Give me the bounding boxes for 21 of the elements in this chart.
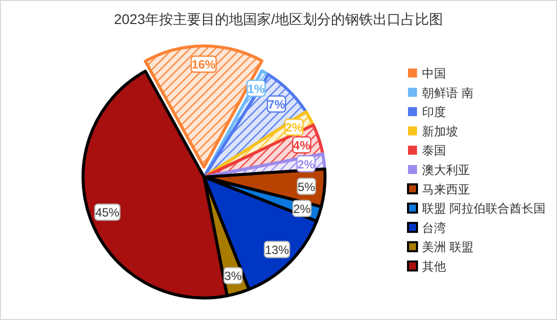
legend-label: 台湾: [422, 220, 446, 235]
data-label: 16%: [192, 58, 216, 72]
legend-label: 朝鲜语 南: [422, 86, 474, 100]
data-label: 7%: [268, 98, 286, 112]
legend-label: 印度: [422, 105, 446, 120]
data-label: 3%: [224, 269, 242, 284]
data-label: 45%: [95, 206, 120, 220]
data-label: 2%: [297, 157, 315, 172]
legend-label: 澳大利亚: [422, 163, 470, 177]
legend-label: 新加坡: [422, 124, 458, 138]
data-label: 2%: [293, 202, 311, 216]
legend-label: 其他: [422, 260, 446, 274]
legend-label: 中国: [422, 66, 446, 80]
legend-label: 马来西亚: [422, 182, 470, 196]
legend-label: 美洲 联盟: [422, 240, 474, 254]
data-label: 13%: [264, 242, 290, 257]
data-label: 2%: [285, 120, 303, 135]
data-label: 1%: [247, 82, 266, 96]
data-label: 5%: [298, 180, 316, 194]
chart-title: 2023年按主要目的地国家/地区划分的钢铁出口占比图: [114, 11, 444, 27]
legend-label: 泰国: [422, 144, 446, 158]
